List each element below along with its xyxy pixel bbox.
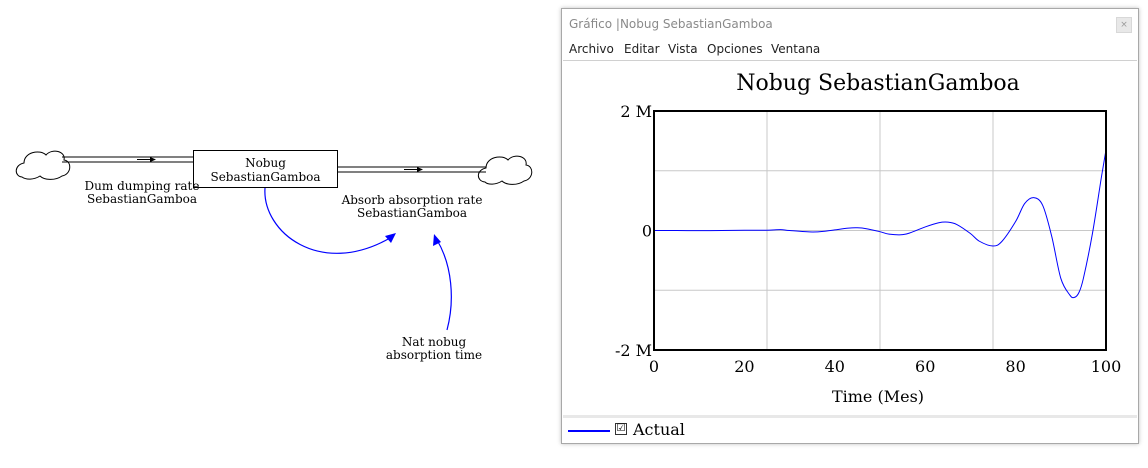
link-stock-arrowhead-icon <box>385 233 396 243</box>
chart-title: Nobug SebastianGamboa <box>736 71 1020 96</box>
x-axis-label: Time (Mes) <box>832 387 924 406</box>
x-tick-label: 20 <box>734 357 754 376</box>
stock-label-line1: Nobug <box>245 156 286 170</box>
y-tick-label: -2 M <box>615 341 652 360</box>
legend-label-actual: Actual <box>633 420 685 439</box>
menu-archivo[interactable]: Archivo <box>569 42 614 56</box>
x-tick-label: 0 <box>649 357 659 376</box>
outflow-label-line1: Absorb absorption rate <box>341 193 483 207</box>
y-tick-label: 2 M <box>620 102 652 121</box>
menu-vista[interactable]: Vista <box>668 42 698 56</box>
inflow-arrowhead-icon <box>150 157 156 162</box>
inflow-rate-label[interactable]: Dum dumping rate SebastianGamboa <box>82 180 202 206</box>
link-aux-arrowhead-icon <box>433 234 441 246</box>
aux-label-line1: Nat nobug <box>401 335 467 349</box>
outflow-arrowhead-icon <box>417 167 423 172</box>
x-tick-label: 100 <box>1091 357 1122 376</box>
outflow-label-line2: SebastianGamboa <box>356 206 468 220</box>
stock-flow-diagram: Nobug SebastianGamboa Dum dumping rate S… <box>0 0 560 468</box>
tick-labels: 0 20 40 60 80 100-2 M02 M <box>615 102 1121 376</box>
menu-ventana[interactable]: Ventana <box>771 42 821 56</box>
link-aux-to-outflow <box>436 239 452 331</box>
graph-window[interactable]: Gráfico |Nobug SebastianGamboa × Archivo… <box>561 8 1139 444</box>
legend-checkbox-actual[interactable]: ☑ <box>615 423 627 435</box>
title-bar[interactable]: Gráfico |Nobug SebastianGamboa × <box>562 9 1138 39</box>
outflow-rate-label[interactable]: Absorb absorption rate SebastianGamboa <box>338 194 486 220</box>
legend: ☑ Actual <box>563 415 1137 443</box>
menu-opciones[interactable]: Opciones <box>707 42 763 56</box>
y-tick-label: 0 <box>642 222 652 241</box>
menu-editar[interactable]: Editar <box>624 42 660 56</box>
series-line-actual <box>653 149 1107 299</box>
inflow-label-line1: Dum dumping rate <box>84 179 200 193</box>
sink-cloud-icon <box>477 155 533 185</box>
diagram-canvas <box>15 150 533 331</box>
plot-frame <box>653 110 1107 351</box>
stock-label-line2: SebastianGamboa <box>210 170 321 184</box>
close-icon[interactable]: × <box>1116 17 1132 33</box>
x-tick-label: 40 <box>825 357 845 376</box>
aux-label-line2: absorption time <box>385 348 483 362</box>
x-tick-label: 80 <box>1005 357 1025 376</box>
link-stock-to-outflow <box>264 187 391 254</box>
source-cloud-icon <box>15 150 71 180</box>
stock-nobug[interactable]: Nobug SebastianGamboa <box>193 150 338 188</box>
chart-canvas: Nobug SebastianGamboa 0 20 40 60 80 100-2 M02… <box>615 71 1121 406</box>
aux-absorption-time-label[interactable]: Nat nobug absorption time <box>384 336 484 362</box>
menu-bar: Archivo Editar Vista Opciones Ventana <box>562 40 1138 60</box>
legend-swatch-actual <box>568 430 610 432</box>
inflow-label-line2: SebastianGamboa <box>86 192 198 206</box>
window-title: Gráfico |Nobug SebastianGamboa <box>569 17 773 31</box>
x-tick-label: 60 <box>915 357 935 376</box>
